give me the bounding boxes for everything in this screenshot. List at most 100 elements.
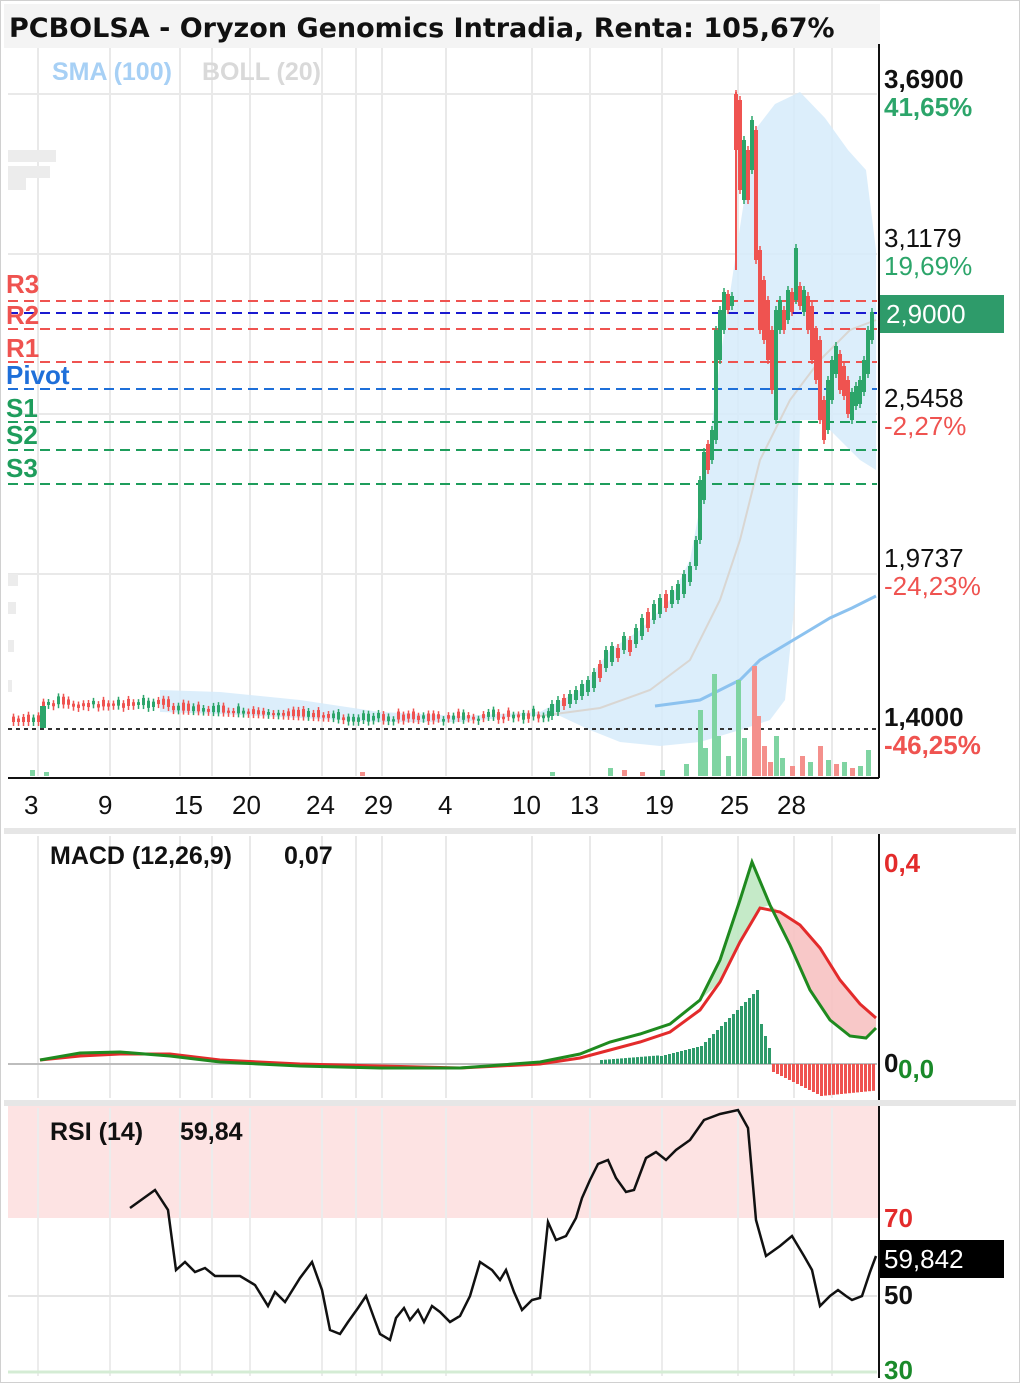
candle-body: [177, 705, 180, 711]
candle-body: [137, 702, 140, 705]
candle-body: [122, 703, 125, 708]
macd-label: MACD (12,26,9): [50, 842, 232, 870]
macd-hist-bar: [716, 1030, 719, 1064]
candle-body: [82, 703, 85, 707]
candle-body: [87, 702, 90, 708]
candle-body: [826, 380, 830, 430]
level-label-r2: R2: [6, 300, 39, 330]
macd-hist-bar: [612, 1059, 615, 1064]
rsi-axis-50: 50: [884, 1280, 913, 1310]
candle-body: [838, 354, 842, 390]
candle-body: [562, 698, 566, 706]
volume-bar: [660, 770, 665, 776]
macd-hist-bar: [860, 1064, 863, 1092]
volume-bar: [684, 764, 689, 776]
candle-body: [307, 711, 310, 717]
level-label-r1: R1: [6, 333, 39, 363]
x-tick-label: 24: [306, 790, 335, 820]
level-label-r3: R3: [6, 269, 39, 299]
volume-bar: [818, 746, 823, 776]
macd-axis-top: 0,4: [884, 848, 921, 878]
volume-bar: [834, 764, 839, 776]
candle-body: [442, 719, 445, 722]
macd-hist-bar: [828, 1064, 831, 1096]
candle-body: [112, 703, 115, 706]
macd-signal-line: [39, 906, 877, 1070]
pct-tick-label: 19,69%: [884, 251, 972, 281]
candle-body: [710, 430, 714, 460]
current-price-value: 2,9000: [886, 299, 966, 329]
candle-body: [272, 713, 275, 716]
candle-body: [858, 380, 862, 404]
candle-body: [427, 713, 430, 721]
x-tick-label: 20: [232, 790, 261, 820]
macd-hist-bar: [668, 1054, 671, 1064]
candle-body: [452, 715, 455, 720]
x-tick-label: 4: [438, 790, 452, 820]
candle-body: [487, 711, 490, 717]
volume-bars: [30, 666, 871, 776]
candle-body: [242, 710, 245, 714]
price-tick-label: 3,6900: [884, 64, 964, 94]
candle-body: [814, 330, 818, 380]
candle-body: [866, 330, 870, 374]
candle-body: [502, 716, 505, 720]
candle-body: [592, 672, 596, 688]
volume-bar: [640, 772, 645, 776]
macd-hist-bar: [700, 1046, 703, 1064]
candlesticks: [12, 90, 874, 728]
macd-hist-bar: [864, 1064, 867, 1092]
candle-body: [62, 696, 65, 705]
macd-line: [39, 857, 878, 1070]
macd-hist-bar: [640, 1056, 643, 1064]
volume-bar: [756, 716, 761, 776]
candle-body: [778, 300, 782, 330]
volume-bar: [30, 770, 35, 776]
candle-body: [586, 680, 590, 692]
candle-body: [742, 140, 746, 200]
candle-body: [407, 713, 410, 719]
pct-tick-label: -46,25%: [884, 730, 981, 760]
candle-body: [382, 714, 385, 721]
candle-body: [532, 708, 535, 717]
x-tick-label: 10: [512, 790, 541, 820]
candle-body: [282, 712, 285, 716]
candle-body: [698, 480, 702, 540]
candle-body: [790, 292, 794, 312]
macd-hist-bar: [796, 1064, 799, 1084]
macd-hist-bar: [768, 1048, 771, 1064]
macd-hist-bar: [752, 994, 755, 1064]
macd-hist-bar: [648, 1056, 651, 1064]
candle-body: [117, 699, 120, 706]
volume-bar: [44, 772, 49, 776]
candle-body: [830, 360, 834, 400]
macd-fill-negative: [770, 905, 876, 1038]
candle-body: [688, 566, 692, 582]
candle-body: [327, 714, 330, 718]
candle-body: [172, 705, 175, 711]
sma-line: [654, 594, 877, 708]
candle-body: [257, 710, 260, 715]
macd-hist-bar: [760, 1024, 763, 1064]
candle-body: [127, 698, 130, 706]
candle-body: [542, 715, 545, 719]
candle-body: [247, 711, 250, 714]
candle-body: [512, 714, 515, 719]
volume-bar: [826, 760, 831, 776]
candle-body: [818, 340, 822, 420]
volume-bar: [780, 758, 785, 776]
candle-body: [806, 296, 810, 330]
candle-body: [652, 604, 656, 620]
level-labels: R3 R2 R1 Pivot S1 S2 S3: [6, 269, 70, 483]
candle-body: [42, 701, 45, 707]
candle-body: [670, 590, 674, 604]
volume-bar: [622, 770, 627, 776]
candle-body: [770, 330, 774, 390]
candle-body: [754, 130, 758, 260]
macd-hist-bar: [684, 1050, 687, 1064]
candle-body: [387, 716, 390, 722]
macd-hist-bar: [676, 1052, 679, 1064]
candle-body: [694, 540, 698, 566]
candle-body: [317, 710, 320, 718]
candle-body: [147, 700, 150, 708]
